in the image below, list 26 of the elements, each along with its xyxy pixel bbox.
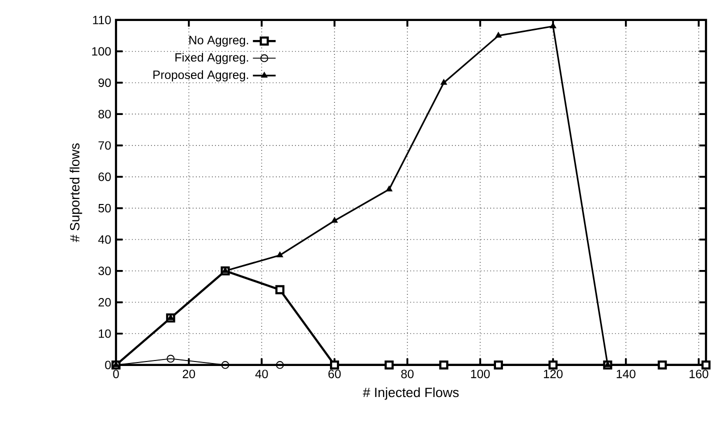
legend-label: Proposed Aggreg. xyxy=(153,70,248,82)
x-tick-label: 40 xyxy=(255,370,268,378)
x-axis-title: # Injected Flows xyxy=(362,387,459,400)
y-tick-label: 30 xyxy=(98,266,111,276)
y-tick-label: 100 xyxy=(92,47,111,56)
y-tick-label: 90 xyxy=(98,78,111,87)
legend-label: No Aggreg. xyxy=(189,36,248,47)
y-tick-label: 40 xyxy=(98,235,111,244)
x-tick-label: 140 xyxy=(616,370,636,378)
y-tick-label: 0 xyxy=(105,360,111,370)
y-axis-title: # Suported flows xyxy=(70,143,82,242)
x-tick-label: 80 xyxy=(401,370,414,378)
x-tick-label: 20 xyxy=(182,370,196,378)
y-tick-label: 110 xyxy=(93,16,111,24)
x-tick-label: 160 xyxy=(690,370,708,378)
y-tick-label: 10 xyxy=(98,329,111,338)
x-tick-label: 0 xyxy=(113,370,119,378)
y-tick-label: 60 xyxy=(98,172,111,182)
y-tick-label: 80 xyxy=(98,110,111,118)
y-tick-label: 20 xyxy=(98,298,111,307)
x-tick-label: 120 xyxy=(544,370,563,378)
y-tick-label: 50 xyxy=(98,204,111,212)
x-tick-label: 100 xyxy=(471,370,490,378)
y-tick-label: 70 xyxy=(98,141,111,150)
legend-label: Fixed Aggreg. xyxy=(175,52,248,64)
x-tick-label: 60 xyxy=(328,370,341,378)
